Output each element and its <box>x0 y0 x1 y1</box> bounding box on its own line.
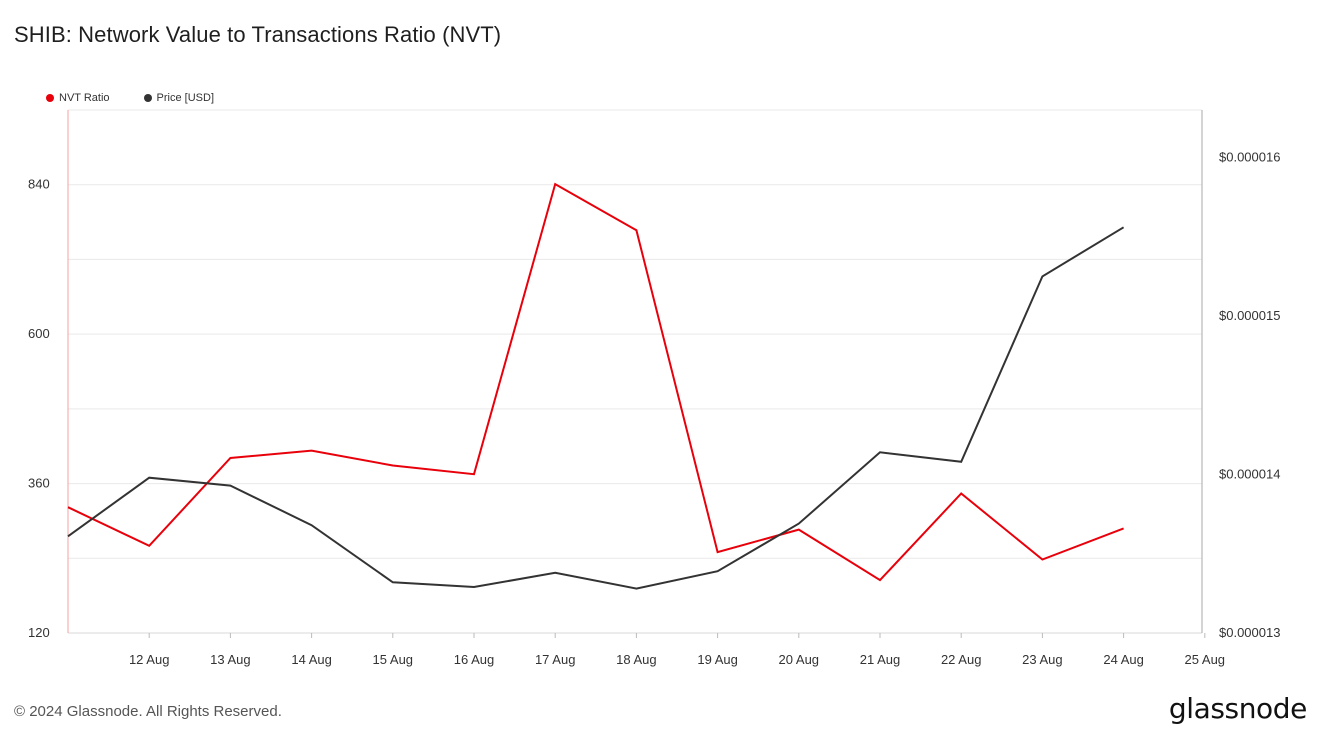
legend-label-price: Price [USD] <box>156 92 215 104</box>
y-right-tick-label: $0.000014 <box>1219 467 1280 482</box>
y-right-tick-label: $0.000016 <box>1219 150 1280 165</box>
x-tick-label: 12 Aug <box>129 652 170 667</box>
x-tick-label: 23 Aug <box>1022 652 1063 667</box>
x-tick-label: 25 Aug <box>1185 652 1226 667</box>
x-tick-label: 16 Aug <box>454 652 495 667</box>
x-tick-label: 15 Aug <box>373 652 414 667</box>
legend-item-nvt[interactable]: NVT Ratio <box>46 92 110 104</box>
x-tick-label: 20 Aug <box>779 652 820 667</box>
x-tick-label: 14 Aug <box>291 652 332 667</box>
x-tick-label: 13 Aug <box>210 652 251 667</box>
x-tick-label: 19 Aug <box>697 652 738 667</box>
y-left-tick-label: 360 <box>28 476 50 491</box>
x-tick-label: 24 Aug <box>1103 652 1144 667</box>
y-left-tick-label: 600 <box>28 326 50 341</box>
x-tick-label: 18 Aug <box>616 652 657 667</box>
legend-swatch-price <box>143 94 152 102</box>
y-right-tick-label: $0.000015 <box>1219 308 1280 323</box>
chart-legend: NVT Ratio Price [USD] <box>46 92 214 104</box>
x-tick-label: 21 Aug <box>860 652 901 667</box>
x-tick-label: 22 Aug <box>941 652 982 667</box>
price-usd-line <box>67 226 1125 590</box>
legend-swatch-nvt <box>46 94 54 102</box>
glassnode-logo: glassnode <box>1168 692 1308 725</box>
chart-title: SHIB: Network Value to Transactions Rati… <box>14 22 502 47</box>
nvt-price-chart: 120 360 600 840 $0.000013 $0.000014 $0.000015 $… <box>28 109 1280 667</box>
y-left-tick-label: 840 <box>28 177 50 192</box>
legend-item-price[interactable]: Price [USD] <box>143 92 215 104</box>
legend-label-nvt: NVT Ratio <box>59 92 110 104</box>
copyright-footer: © 2024 Glassnode. All Rights Reserved. <box>14 703 282 720</box>
nvt-ratio-line <box>67 182 1124 582</box>
x-tick-label: 17 Aug <box>535 652 576 667</box>
y-right-tick-label: $0.000013 <box>1219 625 1280 640</box>
y-left-tick-label: 120 <box>28 625 50 640</box>
